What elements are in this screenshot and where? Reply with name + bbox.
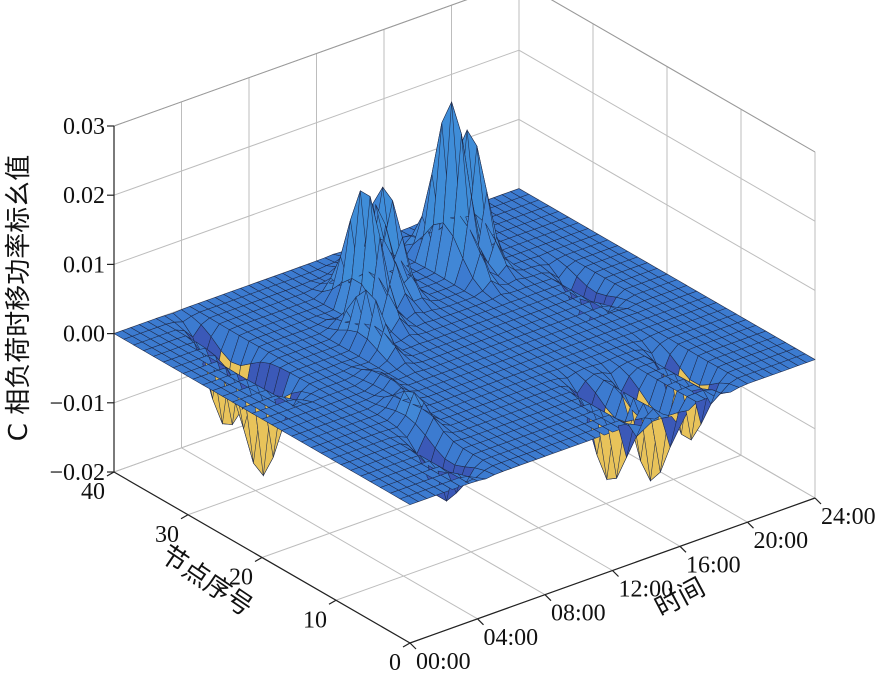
x-tick-mark <box>477 618 484 626</box>
x-tick-mark <box>814 497 822 505</box>
tick-labels: 00:00 04:00 08:00 12:00 16:00 20:00 24:00 0 10 20… <box>49 114 875 676</box>
y-tick-label: 20 <box>229 565 253 591</box>
y-tick-mark <box>106 471 115 477</box>
side-wall-grid-line <box>518 118 816 291</box>
x-tick-label: 00:00 <box>416 649 471 675</box>
x-tick-label: 04:00 <box>484 625 539 651</box>
x-tick-label: 20:00 <box>754 528 809 554</box>
y-tick-label: 0 <box>389 650 401 676</box>
z-axis-label: C 相负荷时移功率标幺值 <box>4 155 34 441</box>
box-edge <box>550 0 816 153</box>
y-tick-label: 10 <box>303 607 327 633</box>
x-tick-label: 16:00 <box>686 552 741 578</box>
y-tick-mark <box>328 599 337 605</box>
x-tick-mark <box>747 521 754 529</box>
x-tick-mark <box>679 545 687 553</box>
axes <box>106 125 822 650</box>
y-tick-mark <box>402 642 411 648</box>
y-tick-mark <box>180 514 189 520</box>
y-tick-mark <box>254 556 263 563</box>
x-tick-mark <box>409 642 417 650</box>
z-tick-label: −0.01 <box>49 391 105 417</box>
y-tick-label: 40 <box>81 479 105 505</box>
z-tick-label: −0.02 <box>49 460 105 486</box>
box-edge <box>113 0 468 127</box>
floor-grid-line <box>335 454 742 601</box>
x-tick-label: 08:00 <box>551 601 606 627</box>
side-wall-grid-line <box>518 49 816 222</box>
x-tick-mark <box>544 594 552 602</box>
x-tick-label: 24:00 <box>821 504 876 530</box>
z-tick-label: 0.02 <box>63 183 105 209</box>
z-tick-label: 0.03 <box>63 114 105 140</box>
z-tick-label: 0.00 <box>63 322 105 348</box>
surface-patch <box>796 353 816 363</box>
surface-plot <box>113 100 816 505</box>
x-tick-label: 12:00 <box>619 577 674 603</box>
back-wall-grid-line <box>113 49 520 196</box>
z-tick-label: 0.01 <box>63 252 105 278</box>
x-tick-mark <box>612 570 619 577</box>
y-tick-label: 30 <box>155 522 179 548</box>
